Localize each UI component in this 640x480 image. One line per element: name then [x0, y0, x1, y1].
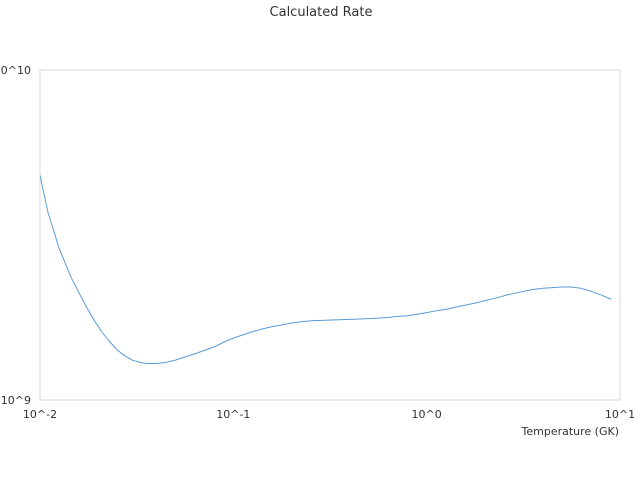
x-tick-label: 10^0: [412, 408, 442, 421]
series-line: [39, 175, 612, 365]
y-tick-label: 10^10: [0, 64, 31, 77]
x-tick-label: 10^-2: [23, 408, 57, 421]
x-axis-label: Temperature (GK): [521, 425, 620, 438]
y-tick-label: 10^9: [1, 394, 31, 407]
y-axis-ticks: 10^9 10^10: [0, 64, 31, 407]
x-tick-label: 10^-1: [216, 408, 250, 421]
x-tick-label: 10^1: [605, 408, 635, 421]
x-axis-ticks: 10^-2 10^-1 10^0 10^1: [23, 408, 635, 421]
plot-area: [39, 69, 621, 401]
chart-title: Calculated Rate: [270, 5, 373, 20]
